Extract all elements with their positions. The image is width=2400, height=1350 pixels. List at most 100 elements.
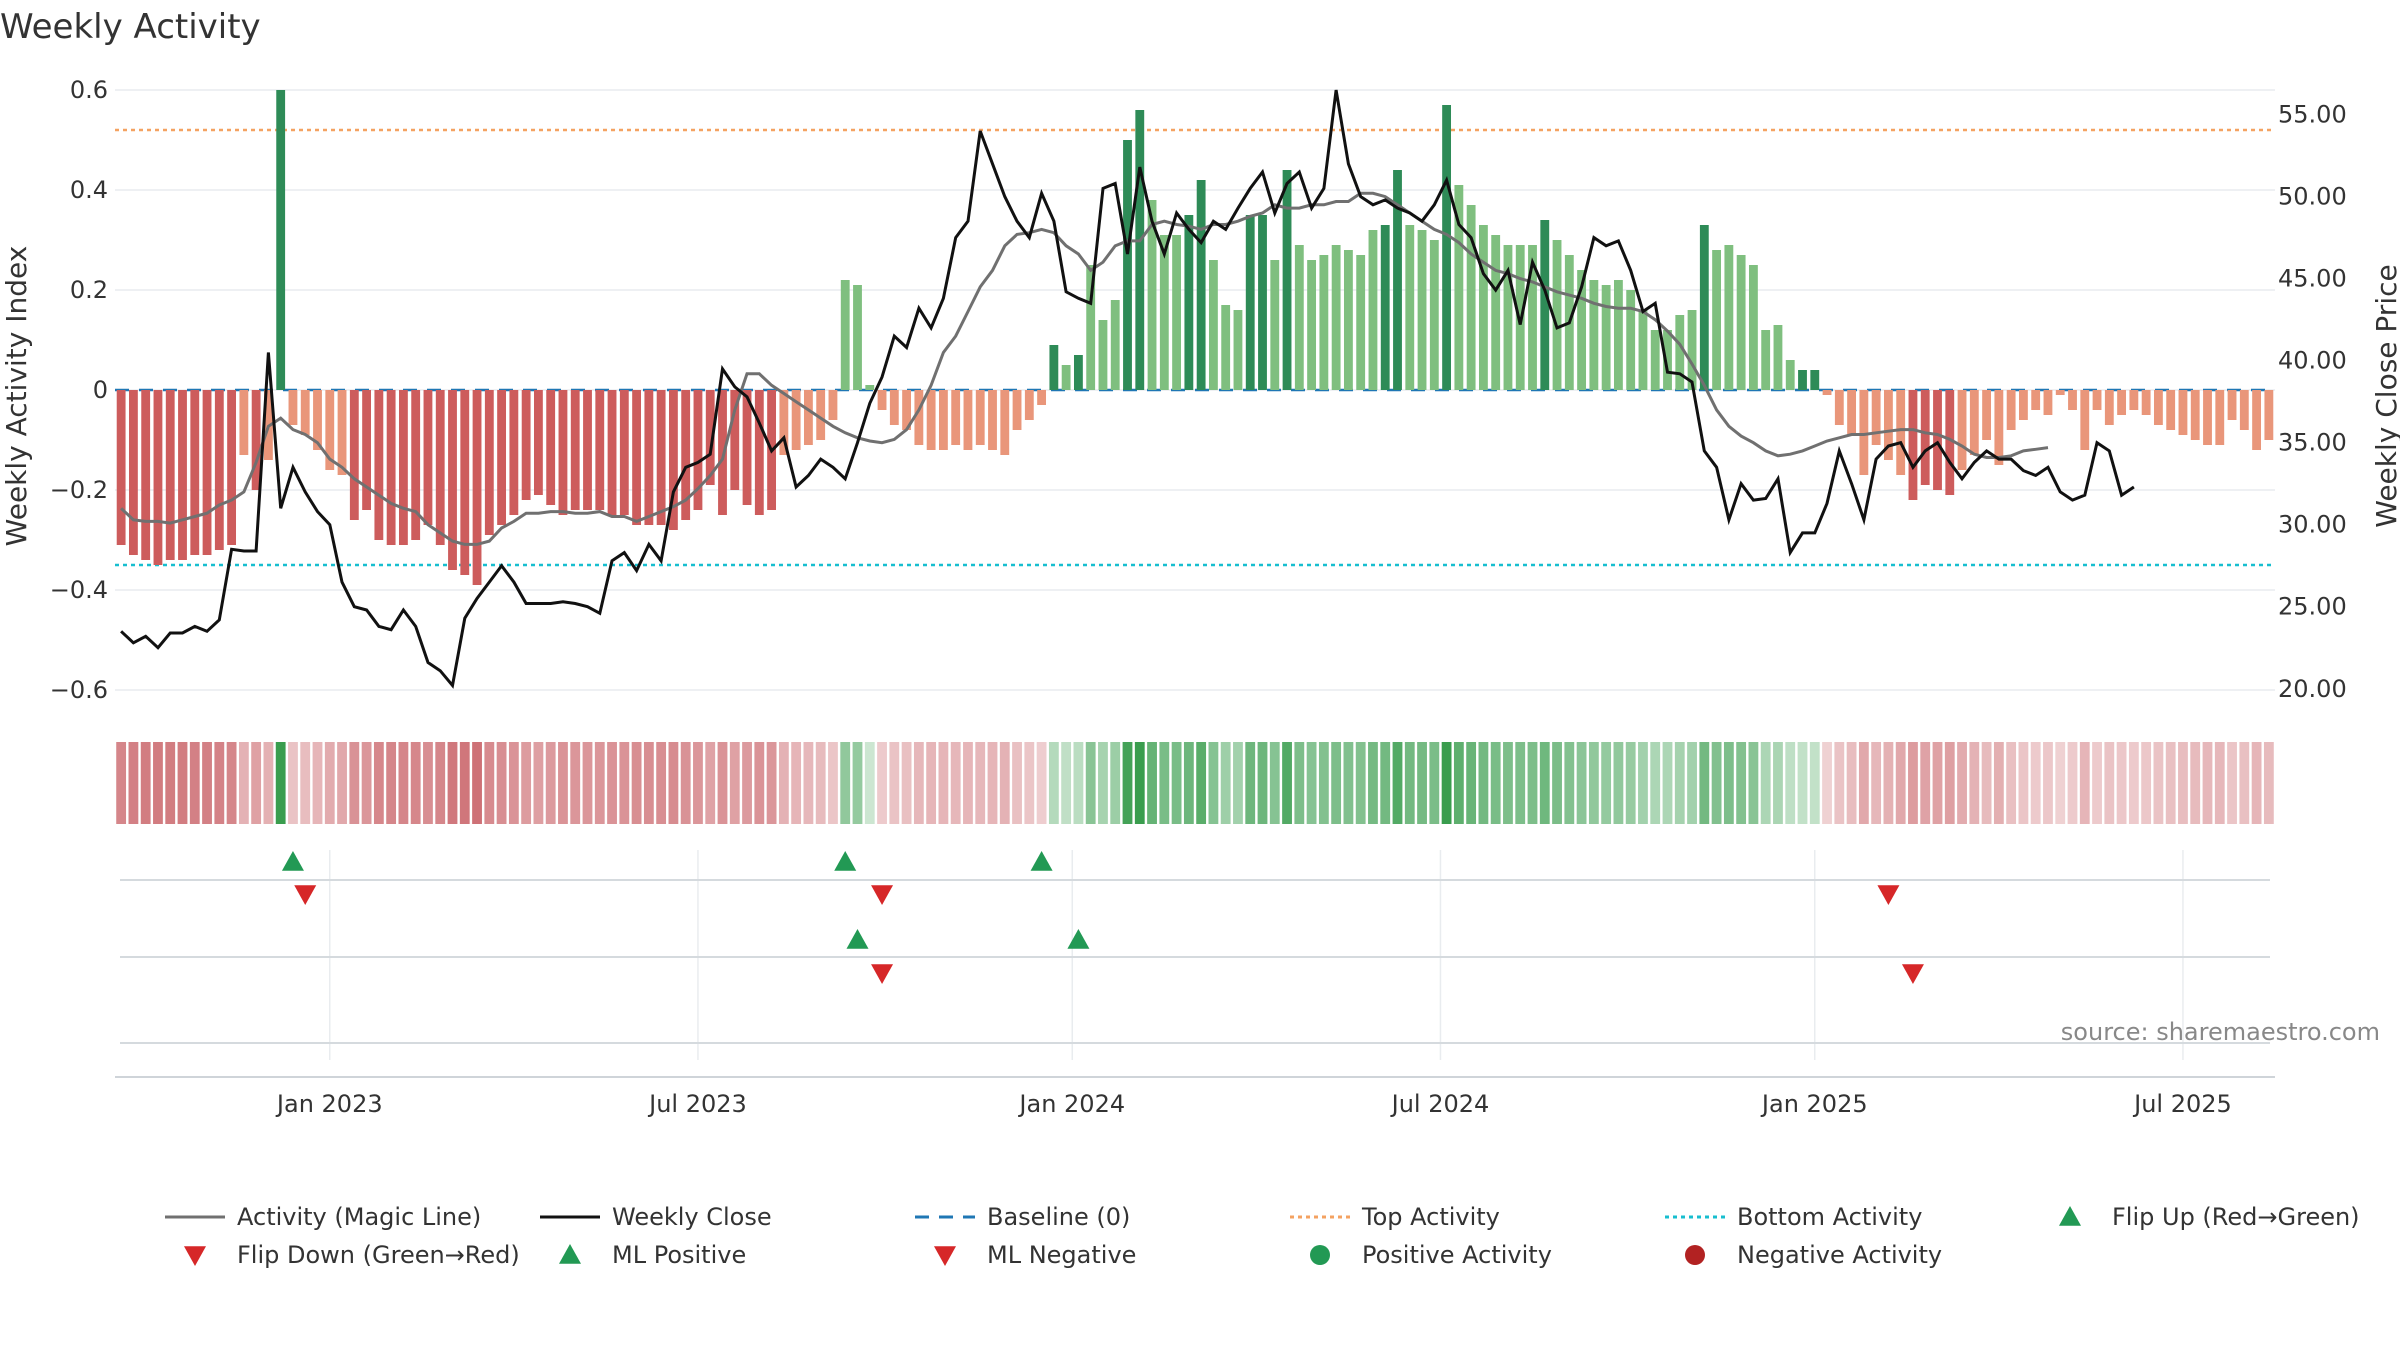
activity-bar [975, 390, 985, 445]
heat-cell [521, 742, 532, 824]
activity-bar [2153, 390, 2163, 425]
legend-swatch [1310, 1245, 1330, 1265]
legend-label: ML Negative [987, 1241, 1136, 1269]
heat-cell [2104, 742, 2115, 824]
heat-cell [1404, 742, 1415, 824]
activity-bar [926, 390, 936, 450]
activity-bar [963, 390, 973, 450]
heat-cell [864, 742, 875, 824]
heat-cell [2141, 742, 2152, 824]
heat-cell [582, 742, 593, 824]
legend-label: Weekly Close [612, 1203, 772, 1231]
heat-cell [2055, 742, 2066, 824]
right-tick-label: 20.00 [2278, 675, 2347, 703]
activity-bar [1491, 235, 1501, 390]
heat-cell [337, 742, 347, 824]
legend-item: ML Positive [559, 1241, 746, 1269]
heat-cell [1233, 742, 1243, 824]
activity-bar [1957, 390, 1967, 470]
heat-cell [643, 742, 654, 824]
activity-bar [1159, 235, 1169, 390]
activity-bar [141, 390, 151, 560]
heat-cell [238, 742, 249, 824]
activity-bar [288, 390, 298, 425]
heat-cell [729, 742, 740, 824]
activity-bar [1270, 260, 1280, 390]
activity-bar [214, 390, 224, 550]
heat-cell [459, 742, 470, 824]
heat-cell [1883, 742, 1894, 824]
flip-up-marker [834, 851, 857, 871]
left-tick-label: −0.4 [50, 576, 108, 604]
activity-bar [202, 390, 212, 555]
activity-bar [1196, 180, 1206, 390]
heat-cell [2239, 742, 2250, 824]
legend-item: Baseline (0) [915, 1203, 1130, 1231]
heat-cell [165, 742, 176, 824]
activity-bar [1380, 225, 1390, 390]
activity-bar [2129, 390, 2139, 410]
heat-cell [1711, 742, 1722, 824]
activity-bar [472, 390, 482, 585]
activity-bar [742, 390, 752, 505]
heat-cell [913, 742, 924, 824]
left-tick-label: 0.2 [70, 276, 108, 304]
heat-cell [1147, 742, 1157, 824]
legend-item: Weekly Close [540, 1203, 772, 1231]
activity-bar [840, 280, 850, 390]
activity-bar [1221, 305, 1231, 390]
activity-bar [607, 390, 617, 515]
activity-bar [2055, 390, 2065, 395]
activity-bar [1601, 285, 1611, 390]
activity-bar [877, 390, 887, 410]
heat-cell [803, 742, 814, 824]
activity-bar [988, 390, 997, 450]
activity-bar [779, 390, 789, 455]
heat-cell [1343, 742, 1354, 824]
heat-cell [214, 742, 225, 824]
legend-label: Flip Down (Green→Red) [237, 1241, 520, 1269]
activity-bar [325, 390, 335, 470]
activity-bar [1933, 390, 1942, 490]
heat-cell [1306, 742, 1317, 824]
activity-bar [1123, 140, 1132, 390]
heat-cell [594, 742, 605, 824]
left-tick-label: −0.6 [50, 676, 108, 704]
y-axis-right-label: Weekly Close Price [2370, 264, 2400, 527]
activity-bar [632, 390, 642, 525]
left-tick-label: −0.2 [50, 476, 108, 504]
heat-cell [1171, 742, 1182, 824]
heat-cell [508, 742, 519, 824]
activity-bar [374, 390, 384, 540]
heat-cell [2018, 742, 2029, 824]
activity-bar [1896, 390, 1906, 475]
activity-bar [1368, 230, 1378, 390]
activity-bar [521, 390, 531, 500]
legend-item: Flip Down (Green→Red) [184, 1241, 520, 1269]
weekly-close-series [120, 89, 2135, 689]
heat-cell [202, 742, 212, 824]
activity-bar [1847, 390, 1857, 435]
activity-bar [1920, 390, 1930, 485]
activity-bar [2006, 390, 2016, 430]
heat-cell [324, 742, 335, 824]
heat-cell [1012, 742, 1022, 824]
activity-bar [1307, 260, 1317, 390]
heat-cell [1453, 742, 1464, 824]
activity-bar [619, 390, 629, 515]
legend-label: Positive Activity [1362, 1241, 1552, 1269]
heat-cell [410, 742, 421, 824]
heat-cell [423, 742, 433, 824]
heat-cell [1331, 742, 1342, 824]
heat-cell [1318, 742, 1329, 824]
heat-cell [2030, 742, 2041, 824]
heat-cell [1625, 742, 1636, 824]
activity-bar [1748, 265, 1758, 390]
heat-cell [2202, 742, 2213, 824]
x-tick-label: Jul 2025 [2132, 1090, 2232, 1118]
heat-cell [1073, 742, 1084, 824]
x-tick-label: Jul 2023 [647, 1090, 747, 1118]
legend-label: Activity (Magic Line) [237, 1203, 481, 1231]
activity-bar [1871, 390, 1881, 445]
heat-cell [447, 742, 458, 824]
